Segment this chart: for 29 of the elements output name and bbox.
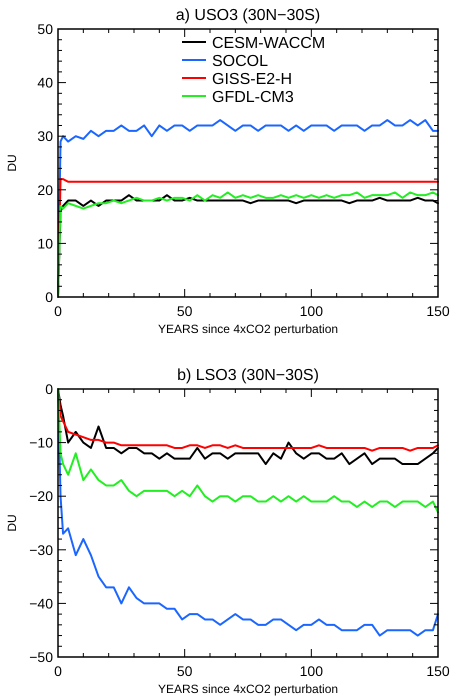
x-tick-label: 100 — [300, 663, 324, 679]
legend-label: SOCOL — [212, 53, 268, 70]
y-tick-label: −10 — [29, 434, 54, 451]
x-tick-label: 50 — [176, 303, 193, 319]
legend-label: CESM-WACCM — [212, 35, 326, 52]
x-tick-label: 150 — [426, 663, 450, 679]
x-axis-title: YEARS since 4xCO2 perturbation — [158, 682, 338, 696]
y-tick-label: 20 — [37, 182, 54, 198]
y-tick-label: 0 — [45, 289, 54, 305]
y-tick-label: 0 — [45, 381, 54, 397]
y-tick-label: −40 — [29, 595, 54, 612]
y-tick-label: −50 — [29, 649, 54, 665]
y-axis-title: DU — [5, 514, 19, 532]
legend-label: GISS-E2-H — [212, 71, 292, 88]
chart-title: a) USO3 (30N−30S) — [176, 7, 320, 24]
y-tick-label: −30 — [29, 542, 54, 558]
legend-label: GFDL-CM3 — [212, 89, 294, 106]
line-series — [57, 388, 439, 514]
x-tick-label: 100 — [300, 303, 324, 319]
y-axis-title: DU — [5, 154, 19, 172]
y-tick-label: 30 — [37, 128, 54, 144]
y-tick-label: −20 — [29, 488, 54, 504]
x-axis-title: YEARS since 4xCO2 perturbation — [158, 322, 338, 336]
x-tick-label: 150 — [426, 303, 450, 319]
y-tick-label: 50 — [37, 21, 54, 37]
chart-title: b) LSO3 (30N−30S) — [177, 367, 319, 384]
x-tick-label: 50 — [176, 663, 193, 679]
y-tick-label: 10 — [37, 235, 54, 252]
y-tick-label: 40 — [37, 74, 54, 91]
